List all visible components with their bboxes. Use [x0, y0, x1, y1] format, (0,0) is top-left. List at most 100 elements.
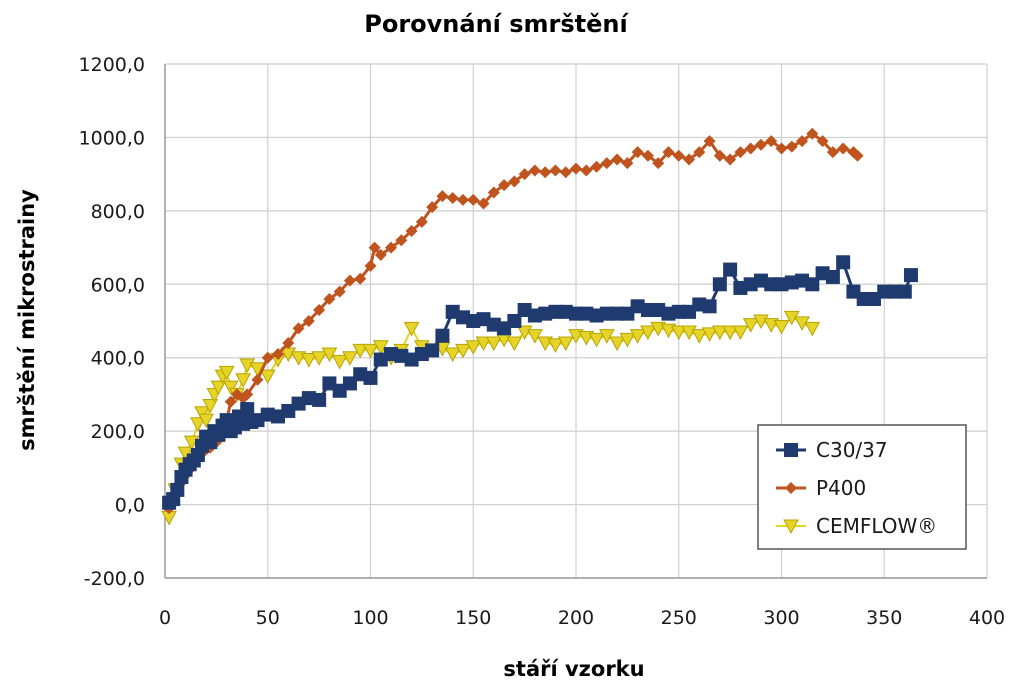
- data-point: [670, 325, 687, 341]
- data-point: [897, 284, 912, 299]
- y-tick-label: 1000,0: [79, 127, 145, 149]
- data-point: [826, 146, 839, 159]
- data-point: [590, 160, 603, 173]
- data-point: [210, 380, 227, 396]
- data-point: [683, 153, 696, 166]
- x-tick-label: 0: [159, 607, 171, 629]
- data-point: [775, 142, 788, 155]
- data-point: [405, 225, 418, 238]
- data-point: [333, 285, 346, 298]
- data-point: [312, 392, 327, 407]
- data-point: [557, 336, 574, 352]
- y-tick-label: 400,0: [91, 348, 145, 370]
- data-point: [796, 135, 809, 148]
- data-point: [734, 146, 747, 159]
- data-point: [363, 370, 378, 385]
- legend-marker: [784, 443, 798, 457]
- data-point: [732, 325, 749, 341]
- data-point: [765, 135, 778, 148]
- data-point: [456, 193, 469, 206]
- data-point: [485, 336, 502, 352]
- data-point: [528, 164, 541, 177]
- data-point: [804, 321, 821, 337]
- x-tick-label: 350: [866, 607, 902, 629]
- data-point: [609, 336, 625, 352]
- data-point: [640, 325, 656, 341]
- y-tick-label: 200,0: [91, 421, 145, 443]
- data-point: [435, 328, 450, 343]
- data-point: [903, 268, 918, 283]
- data-point: [836, 255, 851, 270]
- data-point: [498, 179, 511, 192]
- legend-marker: [785, 482, 797, 494]
- legend-item: C30/37: [776, 438, 888, 462]
- data-point: [722, 325, 738, 341]
- data-point: [712, 277, 727, 292]
- data-point: [444, 347, 461, 363]
- legend-marker: [783, 519, 799, 535]
- data-point: [311, 351, 327, 366]
- data-point: [508, 175, 521, 188]
- data-point: [619, 332, 636, 348]
- data-point: [805, 277, 820, 292]
- x-tick-labels: 0 50 100 150 200 250 300 350 400: [159, 607, 1005, 629]
- data-point: [251, 373, 264, 386]
- data-point: [292, 322, 305, 335]
- data-point: [631, 146, 644, 159]
- y-tick-label: 0,0: [115, 495, 145, 517]
- data-point: [446, 192, 459, 205]
- data-point: [713, 149, 726, 162]
- data-point: [415, 215, 428, 228]
- data-point: [235, 373, 251, 388]
- data-point: [426, 201, 439, 214]
- data-point: [518, 168, 531, 181]
- data-point: [302, 315, 315, 327]
- data-point: [621, 157, 634, 170]
- data-point: [194, 406, 210, 421]
- x-tick-label: 300: [763, 607, 799, 629]
- legend: C30/37 P400 CEMFLOW®: [757, 424, 967, 550]
- data-point: [580, 164, 593, 177]
- data-point: [170, 482, 185, 497]
- data-point: [600, 157, 613, 170]
- data-point: [368, 241, 381, 254]
- data-point: [712, 325, 728, 341]
- x-tick-label: 400: [969, 607, 1005, 629]
- data-point: [477, 197, 490, 210]
- series-0: [162, 255, 918, 510]
- data-point: [323, 292, 336, 305]
- data-point: [547, 338, 564, 353]
- data-point: [570, 162, 582, 175]
- data-point: [506, 336, 523, 352]
- data-point: [241, 388, 254, 401]
- legend-label: C30/37: [816, 438, 888, 462]
- data-point: [240, 402, 255, 417]
- data-point: [611, 153, 624, 166]
- data-point: [539, 166, 552, 179]
- data-point: [703, 135, 716, 148]
- data-point: [754, 138, 767, 151]
- data-point: [224, 395, 237, 408]
- data-point: [641, 149, 654, 162]
- data-point: [507, 314, 522, 328]
- data-point: [475, 336, 492, 352]
- data-point: [198, 413, 214, 429]
- data-point: [527, 329, 543, 344]
- y-tick-label: 1200,0: [79, 54, 145, 76]
- data-point: [744, 142, 757, 155]
- data-point: [652, 157, 665, 170]
- data-point: [218, 365, 235, 381]
- data-point: [190, 417, 206, 432]
- x-tick-label: 50: [256, 607, 280, 629]
- data-point: [301, 353, 317, 368]
- y-tick-label: 600,0: [91, 274, 145, 296]
- chart-title: Porovnání smrštění: [364, 10, 629, 38]
- data-point: [362, 343, 379, 359]
- data-point: [487, 186, 500, 199]
- y-tick-label: -200,0: [84, 568, 145, 590]
- data-point: [331, 354, 348, 370]
- data-point: [395, 234, 408, 247]
- data-point: [202, 398, 219, 414]
- data-point: [259, 369, 276, 385]
- axes: [164, 64, 987, 579]
